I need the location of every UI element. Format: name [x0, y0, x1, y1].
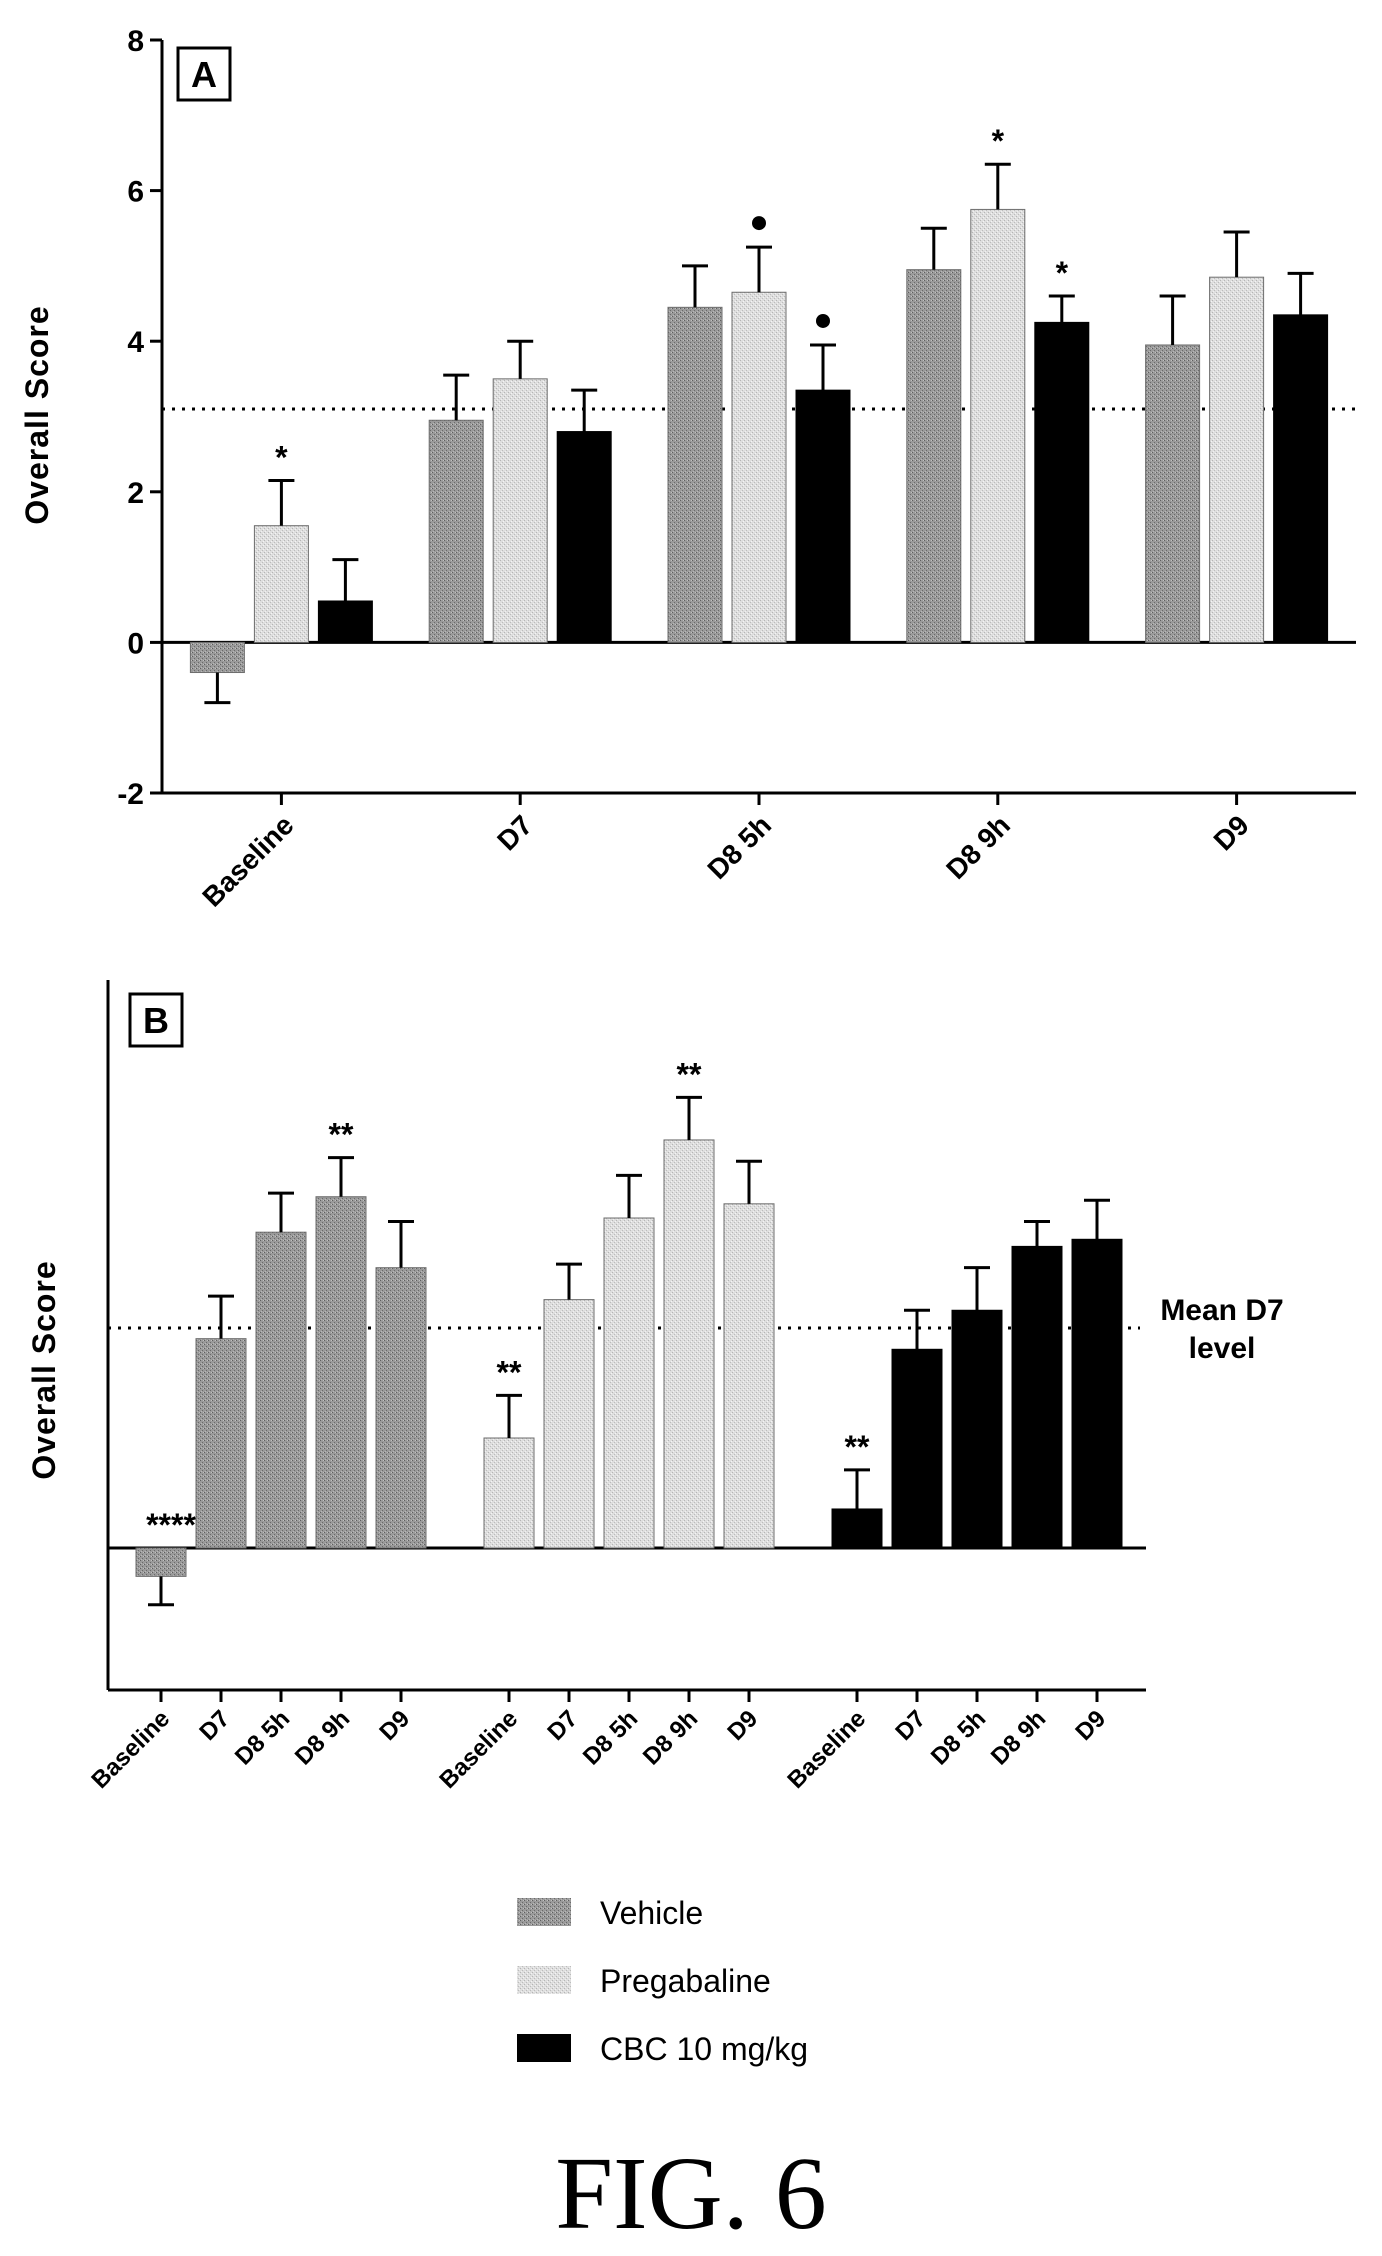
panel-a-cbc-10-mg-kg-d8-9h-bar: [1034, 321, 1090, 643]
legend-swatch-pregabaline: [517, 1966, 571, 1994]
panel-b-label-box: [128, 992, 184, 1048]
panel-b-x-tick-label: D8 9h: [986, 1705, 1051, 1770]
panel-b-x-tick-label: D9: [374, 1705, 415, 1746]
panel-a-vehicle-baseline-bar: [189, 641, 245, 674]
panel-a-vehicle-d8-5h-bar: [667, 306, 723, 643]
panel-b-pregabaline-d8-5h-bar: [603, 1217, 655, 1549]
panel-b-x-tick-label: D8 5h: [926, 1705, 991, 1770]
panel-a-cbc-10-mg-kg-d9-bar: [1273, 314, 1329, 643]
legend-swatch-cbc: [517, 2034, 571, 2062]
panel-a-label-box: [176, 46, 232, 102]
panel-a-bars: * * *: [189, 123, 1329, 705]
panel-b-cbc-10-mg-kg-d8-5h-bar: [951, 1309, 1003, 1549]
panel-b-pregabaline-d7-bar: [543, 1299, 595, 1549]
panel-a-y-tick-label: 2: [127, 477, 144, 510]
legend-label-cbc: CBC 10 mg/kg: [600, 2031, 808, 2067]
panel-b-x-tick-label: D8 9h: [290, 1705, 355, 1770]
panel-a-x-tick-label: D7: [491, 809, 538, 856]
panel-b-x-tick-label: D8 5h: [230, 1705, 295, 1770]
panel-a-pregabaline-d8-5h-bar: [731, 291, 787, 643]
panel-b-pregabaline-d9-bar: [723, 1203, 775, 1549]
panel-b-pregabaline-d8-9h-bar: [663, 1139, 715, 1549]
panel-b-vehicle-d7-bar: [195, 1338, 247, 1549]
panel-a-pregabaline-d7-bar: [492, 378, 548, 643]
panel-b-x-tick-label: Baseline: [782, 1705, 871, 1794]
panel-b-cbc-10-mg-kg-baseline-bar: [831, 1508, 883, 1549]
panel-b-x-tick-label: Baseline: [86, 1705, 175, 1794]
panel-a-pregabaline-d8-9h-bar: [970, 208, 1026, 643]
panel-b-vehicle-baseline-bar: [135, 1547, 187, 1577]
panel-a-y-tick-label: 8: [127, 25, 144, 58]
panel-b-cbc-10-mg-kg-baseline-significance-mark: **: [845, 1429, 870, 1465]
panel-a-x-tick-label: D9: [1208, 809, 1255, 856]
panel-a-cbc-10-mg-kg-baseline-bar: [317, 600, 373, 643]
panel-b-cbc-10-mg-kg-d7-bar: [891, 1348, 943, 1549]
panel-a-y-axis-title: Overall Score: [19, 305, 55, 524]
panel-a-y-tick-label: 0: [127, 627, 144, 660]
panel-b-x-tick-label: D7: [890, 1705, 931, 1746]
panel-a-vehicle-d9-bar: [1145, 344, 1201, 643]
panel-b-x-tick-label: D9: [1070, 1705, 1111, 1746]
legend-swatch-vehicle: [517, 1898, 571, 1926]
figure-caption: FIG. 6: [555, 2136, 827, 2251]
panel-a-y-tick-label: 6: [127, 176, 144, 209]
panel-a-cbc-10-mg-kg-d7-bar: [556, 431, 612, 643]
panel-b-vehicle-d8-9h-significance-mark: **: [329, 1117, 354, 1153]
panel-a-vehicle-d7-bar: [428, 419, 484, 643]
panel-a-label: A: [191, 54, 217, 95]
legend-label-pregabaline: Pregabaline: [600, 1963, 771, 1999]
panel-b-vehicle-baseline-significance-mark: ****: [146, 1507, 196, 1543]
panel-a-pregabaline-baseline-significance-mark: *: [275, 440, 288, 476]
panel-a-pregabaline-baseline-bar: [253, 525, 309, 643]
panel-b-vehicle-d9-bar: [375, 1267, 427, 1549]
panel-b-x-tick-label: D9: [722, 1705, 763, 1746]
panel-b-x-tick-label: D8 9h: [638, 1705, 703, 1770]
panel-a-x-tick-label: Baseline: [196, 809, 299, 912]
panel-a-cbc-10-mg-kg-d8-5h-bar: [795, 389, 851, 643]
panel-b-vehicle-d8-5h-bar: [255, 1231, 307, 1549]
panel-b-x-tick-label: D8 5h: [578, 1705, 643, 1770]
panel-b-x-tick-label: Baseline: [434, 1705, 523, 1794]
panel-b-vehicle-d8-9h-bar: [315, 1196, 367, 1549]
panel-a-chart: -2 0 2 4 6 8 Baseline D7 D8 5h D8 9h D9 * * * Overal…: [19, 25, 1356, 913]
panel-a-y-tick-label: 4: [127, 326, 144, 359]
panel-a-x-tick-label: D8 5h: [701, 809, 777, 885]
panel-a-vehicle-d8-9h-bar: [906, 269, 962, 643]
panel-b-label: B: [143, 1000, 169, 1041]
panel-a-pregabaline-d9-bar: [1209, 276, 1265, 643]
panel-a-pregabaline-d8-9h-significance-mark: *: [992, 123, 1005, 159]
mean-d7-label-line1: Mean D7: [1160, 1294, 1283, 1327]
panel-a-cbc-10-mg-kg-d8-5h-significance-dot: [816, 313, 830, 328]
mean-d7-label-line2: level: [1189, 1332, 1256, 1365]
panel-a-cbc-10-mg-kg-d8-9h-significance-mark: *: [1056, 255, 1069, 291]
panel-b-pregabaline-baseline-significance-mark: **: [497, 1354, 522, 1390]
panel-b-x-tick-label: D7: [542, 1705, 583, 1746]
panel-a-pregabaline-d8-5h-significance-dot: [752, 216, 766, 231]
legend-label-vehicle: Vehicle: [600, 1895, 703, 1931]
panel-b-pregabaline-baseline-bar: [483, 1437, 535, 1549]
panel-a-y-tick-label: -2: [117, 778, 144, 811]
panel-b-bars: ************: [135, 1056, 1123, 1607]
panel-b-x-tick-label: D7: [194, 1705, 235, 1746]
panel-b-cbc-10-mg-kg-d9-bar: [1071, 1238, 1123, 1549]
legend: Vehicle Pregabaline CBC 10 mg/kg: [517, 1895, 808, 2067]
panel-b-y-axis-title: Overall Score: [26, 1260, 62, 1479]
panel-b-pregabaline-d8-9h-significance-mark: **: [677, 1056, 702, 1092]
panel-a-x-tick-label: D8 9h: [940, 809, 1016, 885]
panel-b-cbc-10-mg-kg-d8-9h-bar: [1011, 1245, 1063, 1549]
